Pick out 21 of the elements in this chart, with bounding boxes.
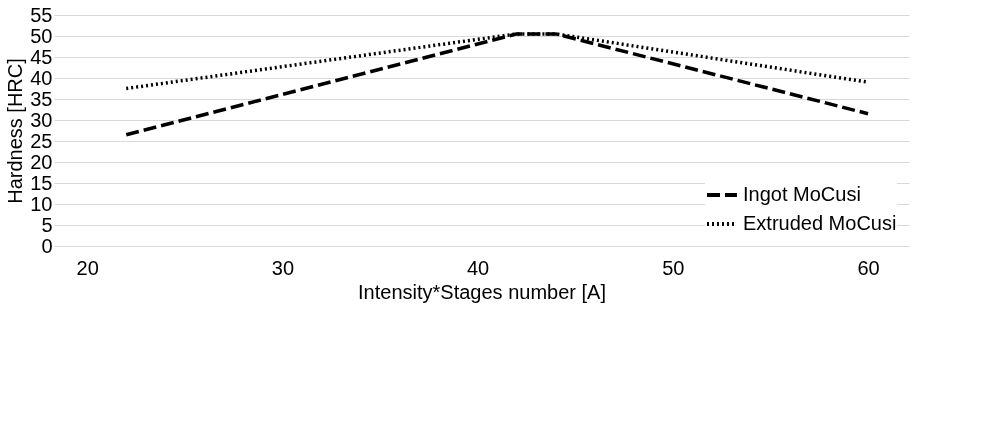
y-tick-label: 40 (30, 66, 53, 89)
legend-label: Extruded MoCusi (743, 212, 897, 234)
x-tick-label: 40 (466, 256, 490, 279)
y-tick-label: 25 (30, 129, 53, 152)
y-tick-label: 30 (30, 108, 53, 131)
y-tick-label: 20 (30, 150, 53, 173)
x-tick-label: 30 (271, 256, 295, 279)
x-tick-label: 20 (76, 256, 99, 279)
x-axis-title: Intensity*Stages number [A] (358, 280, 606, 303)
x-tick-label: 50 (662, 256, 685, 279)
y-tick-label: 35 (30, 87, 53, 110)
y-tick-label: 55 (30, 3, 53, 26)
y-tick-label: 5 (41, 213, 53, 236)
y-tick-label: 0 (41, 234, 53, 257)
y-tick-label: 15 (30, 171, 53, 194)
y-tick-label: 10 (30, 192, 53, 215)
y-tick-label: 50 (30, 24, 53, 47)
y-tick-label: 45 (30, 45, 53, 68)
x-tick-label: 60 (857, 256, 880, 279)
y-axis-title: Hardness [HRC] (4, 58, 27, 204)
legend-label: Ingot MoCusi (743, 183, 861, 205)
